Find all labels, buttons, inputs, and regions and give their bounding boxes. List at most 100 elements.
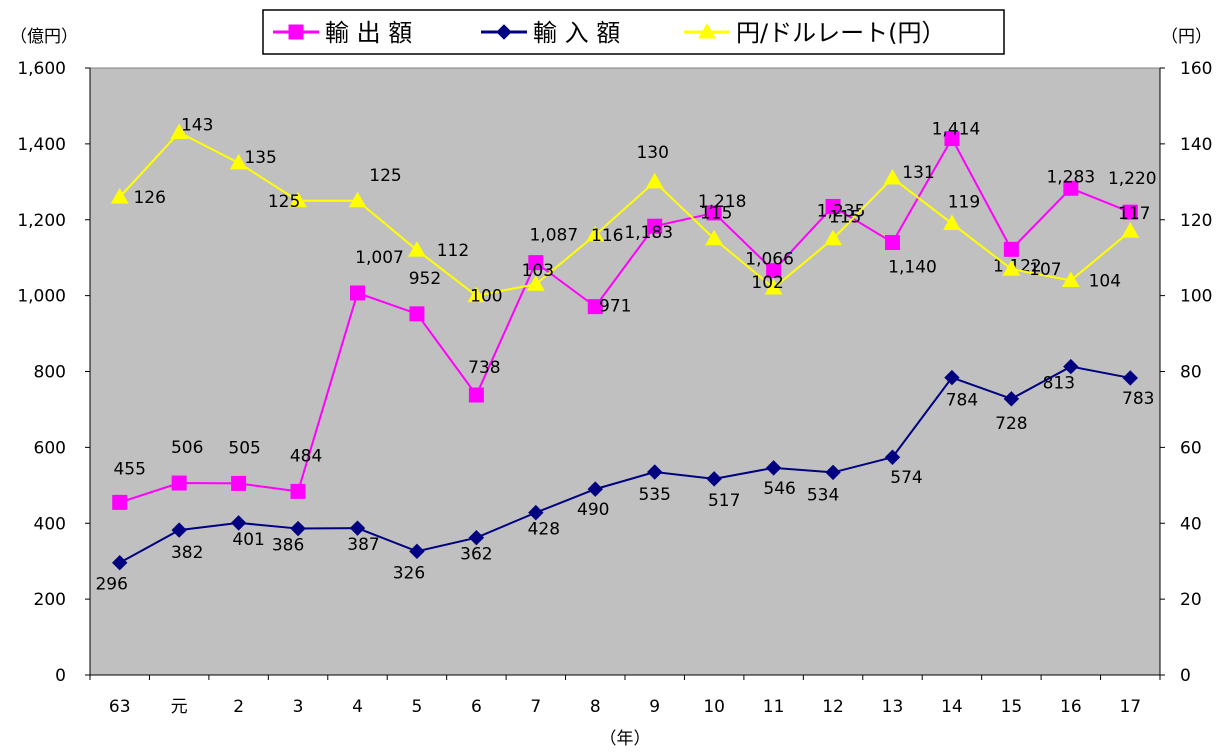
- x-tick-label: 11: [763, 697, 785, 717]
- data-label: 100: [470, 287, 502, 307]
- data-label: 784: [946, 391, 978, 411]
- data-label: 1,414: [932, 120, 981, 140]
- data-label: 102: [751, 273, 783, 293]
- series-line-1: [119, 365, 1131, 564]
- data-label: 1,220: [1108, 169, 1157, 189]
- y-left-tick-label: 1,400: [17, 135, 66, 155]
- x-tick-label: 7: [530, 697, 541, 717]
- y-left-unit: （億円）: [10, 27, 78, 47]
- series-1-marker: [468, 529, 485, 546]
- series-0-marker: [1063, 180, 1079, 196]
- data-label: 107: [1029, 260, 1061, 280]
- series-2-marker: [170, 123, 189, 139]
- data-label: 125: [268, 192, 300, 212]
- series-1-marker: [587, 481, 603, 497]
- series-2-marker: [408, 241, 426, 257]
- x-tick-label: 14: [941, 697, 963, 717]
- x-axis-title: （年）: [600, 729, 651, 749]
- data-label: 1,007: [355, 248, 404, 268]
- series-2-marker: [467, 286, 486, 303]
- series-2-marker: [764, 279, 783, 295]
- data-label: 326: [393, 563, 425, 583]
- series-0-marker: [825, 198, 841, 214]
- x-tick-label: 15: [1001, 697, 1023, 717]
- series-0-marker: [231, 475, 247, 491]
- x-tick-label: 16: [1060, 697, 1082, 717]
- data-label: 104: [1089, 271, 1121, 291]
- data-label: 546: [763, 479, 795, 499]
- y-left-tick-label: 200: [34, 590, 66, 610]
- series-0-marker: [468, 387, 484, 403]
- x-tick-label: 17: [1119, 697, 1141, 717]
- data-label: 112: [437, 241, 469, 261]
- series-0-marker: [647, 218, 663, 234]
- series-2-marker: [1002, 260, 1021, 276]
- series-2-marker: [824, 229, 842, 246]
- y-left-tick-label: 1,600: [17, 59, 66, 79]
- data-label: 386: [272, 536, 304, 556]
- data-label: 125: [369, 166, 401, 186]
- y-right-tick-label: 40: [1180, 514, 1202, 534]
- series-1-marker: [290, 520, 306, 537]
- data-label: 401: [232, 530, 264, 550]
- data-label: 428: [528, 520, 560, 540]
- data-label: 1,087: [529, 226, 578, 246]
- data-label: 103: [522, 261, 554, 281]
- data-label: 728: [995, 414, 1027, 434]
- series-1-marker: [171, 522, 187, 538]
- data-label: 1,183: [624, 223, 673, 243]
- data-label: 484: [290, 446, 322, 466]
- data-label: 135: [244, 148, 276, 168]
- y-right-tick-label: 160: [1180, 59, 1212, 79]
- series-0-marker: [290, 483, 306, 499]
- series-1-marker: [1003, 391, 1020, 407]
- y-right-tick-label: 0: [1180, 666, 1191, 686]
- data-label: 116: [591, 226, 623, 246]
- data-label: 1,140: [888, 258, 937, 278]
- series-1-marker: [884, 449, 901, 465]
- x-tick-label: 2: [233, 697, 244, 717]
- legend-marker-2: [698, 22, 716, 39]
- data-label: 505: [228, 438, 260, 458]
- series-0-marker: [944, 131, 960, 147]
- data-label: 971: [599, 297, 631, 317]
- series-0-marker: [112, 494, 128, 510]
- data-label: 131: [902, 163, 934, 183]
- x-tick-label: 10: [703, 697, 725, 717]
- series-1-marker: [349, 520, 366, 536]
- series-0-marker: [528, 255, 544, 271]
- data-label: 126: [133, 188, 165, 208]
- data-label: 535: [638, 485, 670, 505]
- series-1-marker: [230, 515, 247, 531]
- series-2-marker: [110, 187, 129, 204]
- y-left-tick-label: 400: [34, 514, 66, 534]
- x-tick-label: 3: [293, 697, 304, 717]
- series-2-marker: [586, 225, 605, 242]
- data-label: 1,218: [698, 192, 747, 212]
- series-line-0: [119, 136, 1131, 504]
- legend-marker-0: [288, 24, 304, 40]
- series-2-marker: [229, 153, 248, 170]
- series-2-marker: [883, 169, 902, 185]
- series-0-marker: [587, 299, 603, 315]
- data-label: 119: [948, 193, 980, 213]
- data-label: 387: [347, 535, 379, 555]
- y-right-tick-label: 120: [1180, 211, 1212, 231]
- data-label: 296: [95, 575, 127, 595]
- data-label: 143: [181, 115, 213, 135]
- series-0-marker: [706, 205, 722, 221]
- y-right-tick-label: 60: [1180, 438, 1202, 458]
- series-0-marker: [409, 306, 425, 322]
- data-label: 455: [113, 459, 145, 479]
- x-tick-label: 12: [822, 697, 844, 717]
- data-label: 574: [890, 468, 922, 488]
- y-left-tick-label: 0: [55, 666, 66, 686]
- data-label: 1,066: [745, 250, 794, 270]
- series-0-marker: [885, 235, 900, 251]
- series-1-marker: [944, 369, 960, 386]
- series-1-marker: [409, 543, 425, 560]
- data-label: 117: [1118, 204, 1150, 224]
- x-tick-label: 6: [471, 697, 482, 717]
